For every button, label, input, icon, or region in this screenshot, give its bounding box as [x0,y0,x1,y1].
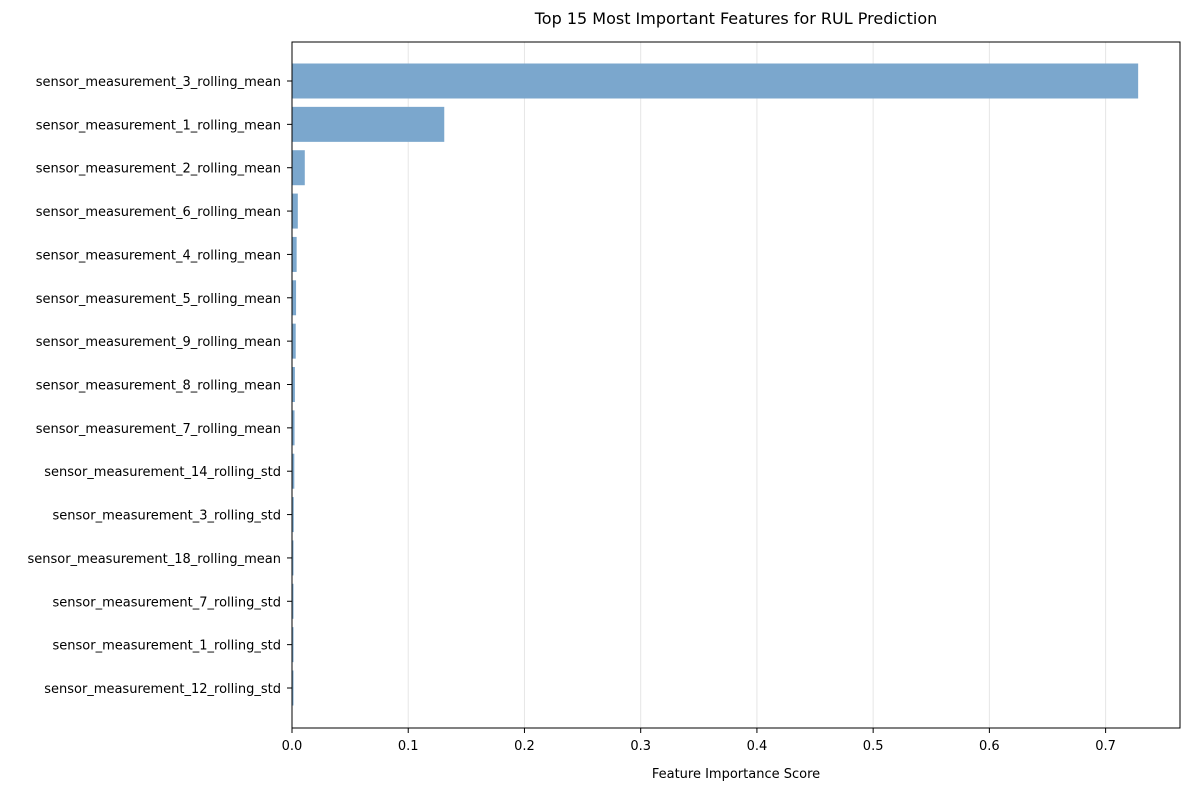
y-category-label: sensor_measurement_3_rolling_mean [36,75,281,90]
x-axis-label: Feature Importance Score [652,767,820,782]
bar-sensor_measurement_4_rolling_mean [292,236,297,272]
bar-layer [292,63,1139,706]
bar-sensor_measurement_18_rolling_mean [292,540,294,576]
y-category-label: sensor_measurement_6_rolling_mean [36,205,281,220]
y-category-label: sensor_measurement_7_rolling_std [52,595,281,610]
bar-sensor_measurement_3_rolling_mean [292,63,1139,99]
grid-layer [291,42,1107,728]
y-category-label: sensor_measurement_9_rolling_mean [36,335,281,350]
bar-sensor_measurement_6_rolling_mean [292,193,298,229]
bar-sensor_measurement_7_rolling_std [292,583,294,619]
y-category-label: sensor_measurement_3_rolling_std [52,509,281,524]
y-category-label: sensor_measurement_7_rolling_mean [36,422,281,437]
x-tick-label: 0.2 [514,739,535,754]
bar-sensor_measurement_14_rolling_std [292,453,295,489]
y-category-label: sensor_measurement_1_rolling_mean [36,118,281,133]
x-tick-label: 0.1 [398,739,419,754]
y-category-label: sensor_measurement_14_rolling_std [44,465,281,480]
x-tick-label: 0.0 [282,739,303,754]
bar-sensor_measurement_5_rolling_mean [292,280,297,316]
y-category-label: sensor_measurement_18_rolling_mean [27,552,281,567]
bar-sensor_measurement_3_rolling_std [292,497,294,533]
y-category-label: sensor_measurement_4_rolling_mean [36,248,281,263]
x-tick-label: 0.5 [863,739,884,754]
bar-sensor_measurement_2_rolling_mean [292,150,305,186]
y-category-label: sensor_measurement_1_rolling_std [52,639,281,654]
y-category-label: sensor_measurement_12_rolling_std [44,682,281,697]
y-tick-layer: sensor_measurement_3_rolling_mean sensor_… [27,75,292,697]
plot-frame [291,41,1181,729]
bar-sensor_measurement_12_rolling_std [292,670,294,706]
bar-sensor_measurement_9_rolling_mean [292,323,296,359]
x-tick-label: 0.6 [979,739,1000,754]
bar-sensor_measurement_1_rolling_std [292,627,294,663]
x-tick-label: 0.3 [630,739,651,754]
y-category-label: sensor_measurement_5_rolling_mean [36,292,281,307]
x-tick-label: 0.4 [747,739,768,754]
x-tick-label: 0.7 [1095,739,1116,754]
y-category-label: sensor_measurement_2_rolling_mean [36,162,281,177]
bar-sensor_measurement_1_rolling_mean [292,106,445,142]
bar-sensor_measurement_8_rolling_mean [292,367,295,402]
chart-title: Top 15 Most Important Features for RUL P… [534,9,938,28]
y-category-label: sensor_measurement_8_rolling_mean [36,379,281,394]
bar-sensor_measurement_7_rolling_mean [292,410,295,446]
x-tick-layer: 0.0 0.1 0.2 0.3 0.4 0.5 0.6 0.7 [282,728,1116,754]
